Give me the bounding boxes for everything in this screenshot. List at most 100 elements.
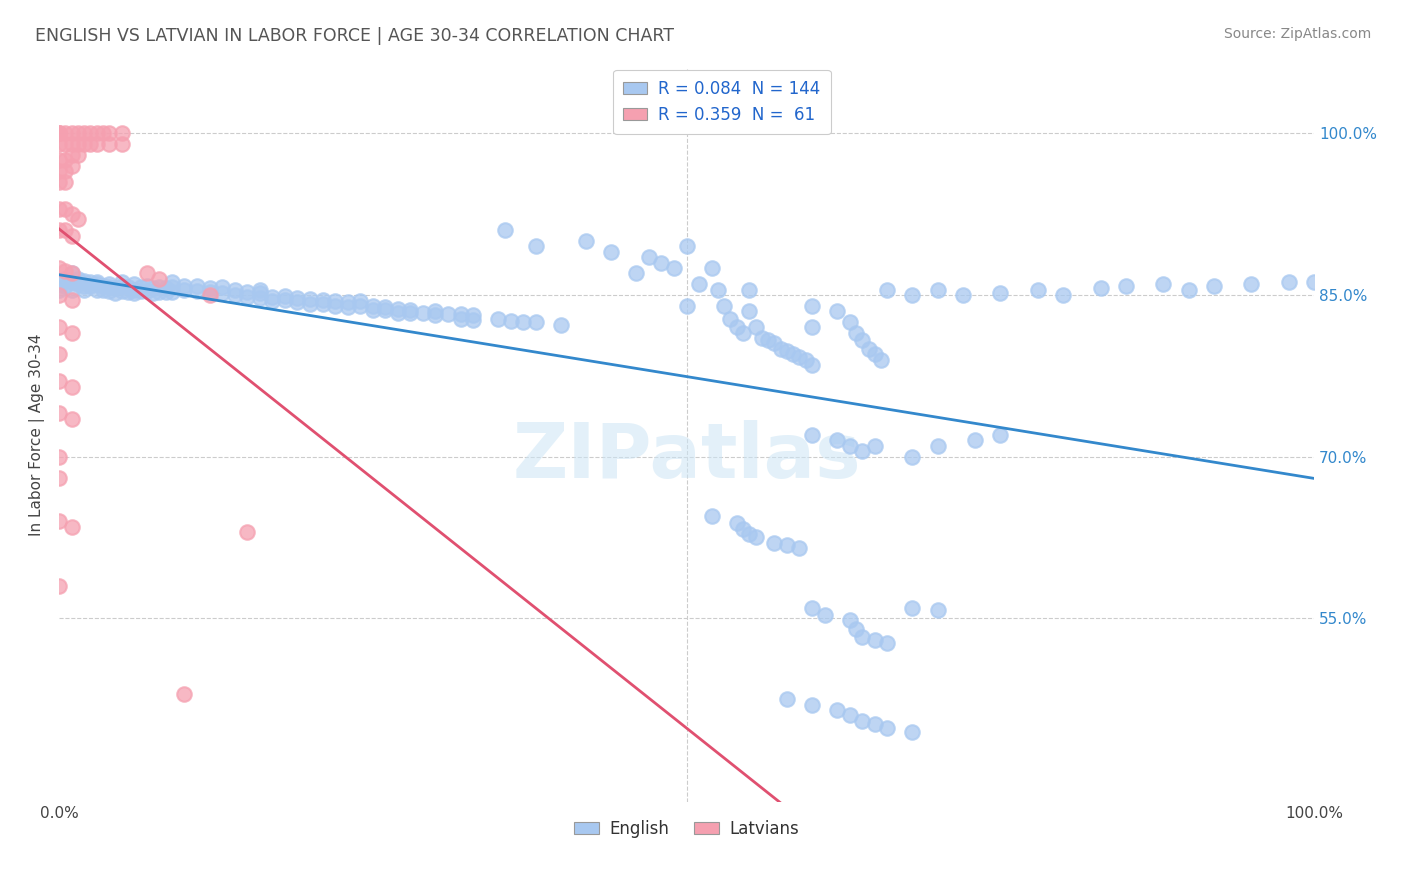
Point [876, 721, 898, 735]
Point [825, 703, 848, 717]
Point [53, 126, 76, 140]
Point [173, 279, 195, 293]
Point [249, 283, 271, 297]
Point [700, 260, 723, 275]
Point [142, 285, 165, 300]
Point [73, 279, 96, 293]
Point [626, 266, 648, 280]
Text: ENGLISH VS LATVIAN IN LABOR FORCE | AGE 30-34 CORRELATION CHART: ENGLISH VS LATVIAN IN LABOR FORCE | AGE … [35, 27, 673, 45]
Point [794, 352, 817, 367]
Point [425, 309, 447, 323]
Point [287, 291, 309, 305]
Point [48, 153, 70, 168]
Point [1177, 283, 1199, 297]
Point [117, 285, 139, 299]
Point [1202, 279, 1225, 293]
Point [236, 285, 259, 299]
Point [336, 300, 359, 314]
Point [53, 164, 76, 178]
Point [524, 315, 547, 329]
Point [738, 527, 761, 541]
Point [73, 126, 96, 140]
Point [66, 147, 89, 161]
Point [1090, 281, 1112, 295]
Point [66, 271, 89, 285]
Point [48, 202, 70, 216]
Point [79, 279, 101, 293]
Point [361, 299, 384, 313]
Point [387, 301, 409, 316]
Point [73, 274, 96, 288]
Point [173, 687, 195, 701]
Point [801, 600, 824, 615]
Point [450, 307, 472, 321]
Point [48, 136, 70, 151]
Point [876, 636, 898, 650]
Point [700, 508, 723, 523]
Point [73, 283, 96, 297]
Point [262, 294, 284, 309]
Point [48, 126, 70, 140]
Point [763, 536, 786, 550]
Point [575, 234, 598, 248]
Point [863, 439, 886, 453]
Point [851, 630, 873, 644]
Point [79, 126, 101, 140]
Point [323, 299, 346, 313]
Point [198, 288, 221, 302]
Point [776, 538, 799, 552]
Point [858, 342, 880, 356]
Point [160, 280, 183, 294]
Point [463, 309, 485, 323]
Point [1240, 277, 1263, 292]
Point [60, 147, 83, 161]
Point [173, 283, 195, 297]
Point [756, 333, 779, 347]
Point [48, 260, 70, 275]
Point [600, 244, 623, 259]
Point [66, 126, 89, 140]
Point [60, 266, 83, 280]
Point [399, 303, 422, 318]
Point [387, 306, 409, 320]
Point [763, 336, 786, 351]
Point [731, 326, 754, 340]
Point [91, 126, 114, 140]
Point [60, 207, 83, 221]
Point [48, 514, 70, 528]
Point [425, 304, 447, 318]
Point [98, 136, 121, 151]
Point [738, 304, 761, 318]
Point [927, 283, 949, 297]
Point [731, 522, 754, 536]
Point [274, 289, 297, 303]
Point [524, 239, 547, 253]
Point [311, 296, 333, 310]
Point [224, 283, 246, 297]
Point [825, 304, 848, 318]
Point [53, 175, 76, 189]
Point [53, 153, 76, 168]
Point [801, 358, 824, 372]
Point [361, 303, 384, 318]
Point [236, 290, 259, 304]
Point [901, 450, 924, 464]
Point [374, 300, 396, 314]
Point [751, 331, 773, 345]
Point [60, 126, 83, 140]
Point [298, 292, 321, 306]
Point [249, 285, 271, 300]
Point [463, 312, 485, 326]
Point [550, 318, 572, 332]
Point [236, 524, 259, 539]
Point [965, 434, 987, 448]
Point [60, 275, 83, 289]
Point [845, 622, 868, 636]
Point [129, 280, 152, 294]
Point [211, 285, 233, 300]
Point [79, 275, 101, 289]
Point [720, 311, 742, 326]
Point [863, 347, 886, 361]
Point [48, 288, 70, 302]
Point [60, 293, 83, 308]
